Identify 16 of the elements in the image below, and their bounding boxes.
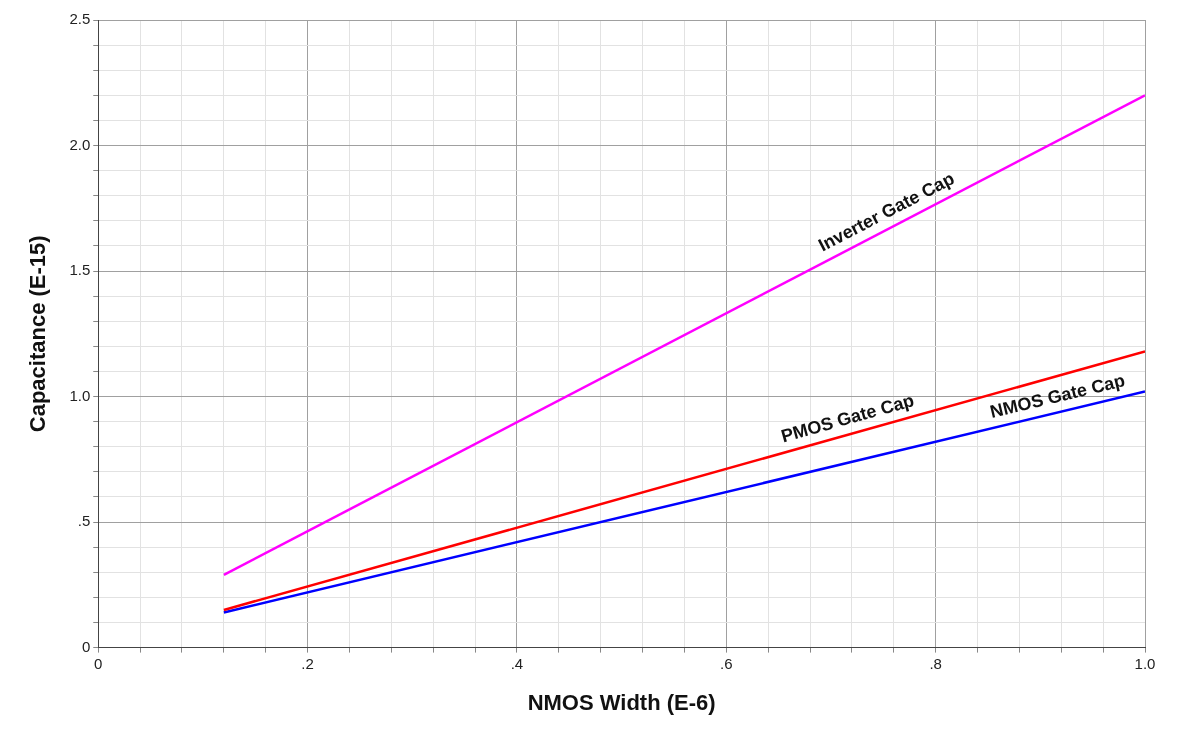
y-tick-label: 1.0	[69, 386, 91, 404]
text: PMOS Gate Cap	[778, 390, 917, 447]
x-tick-label: .2	[301, 654, 314, 672]
x-tick-label: .4	[510, 654, 524, 672]
x-tick-label: 1.0	[1134, 654, 1156, 672]
text: NMOS Gate Cap	[988, 370, 1127, 422]
y-tick-label: 2.5	[69, 10, 91, 28]
y-tick-label: .5	[77, 512, 91, 530]
x-tick-label: 0	[94, 654, 103, 672]
x-tick-label: .6	[720, 654, 733, 672]
y-axis-title: Capacitance (E-15)	[25, 235, 51, 433]
y-tick-label: 2.0	[69, 135, 91, 153]
x-axis-title: NMOS Width (E-6)	[527, 689, 716, 715]
y-tick-label: 0	[81, 637, 91, 655]
y-tick-label: 1.5	[69, 261, 91, 279]
x-tick-label: .8	[929, 654, 942, 672]
